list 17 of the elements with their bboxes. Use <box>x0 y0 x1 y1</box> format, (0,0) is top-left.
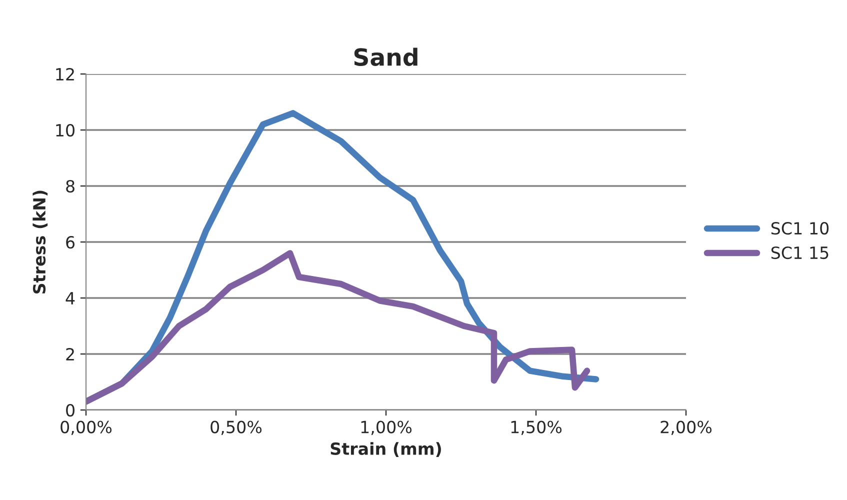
y-tick-label: 4 <box>66 292 75 304</box>
y-tick-label: 8 <box>66 180 74 193</box>
legend-label: SC1 15 <box>771 246 828 260</box>
y-tick-label: 6 <box>66 236 75 249</box>
x-axis-title: Strain (mm) <box>330 442 441 457</box>
legend-label: SC1 10 <box>771 222 829 235</box>
x-tick-label: 0,00% <box>60 420 112 436</box>
y-axis-title: Stress (kN) <box>32 190 48 294</box>
chart-title: Sand <box>354 48 418 66</box>
y-tick-label: 12 <box>56 68 74 80</box>
y-tick-label: 0 <box>66 404 74 417</box>
x-tick-label: 0,50% <box>210 420 262 436</box>
x-tick-label: 1,50% <box>511 420 562 436</box>
y-tick-label: 10 <box>56 124 74 137</box>
x-tick-label: 1,00% <box>361 420 412 436</box>
y-tick-label: 2 <box>66 348 74 360</box>
x-tick-label: 2,00% <box>660 420 712 436</box>
